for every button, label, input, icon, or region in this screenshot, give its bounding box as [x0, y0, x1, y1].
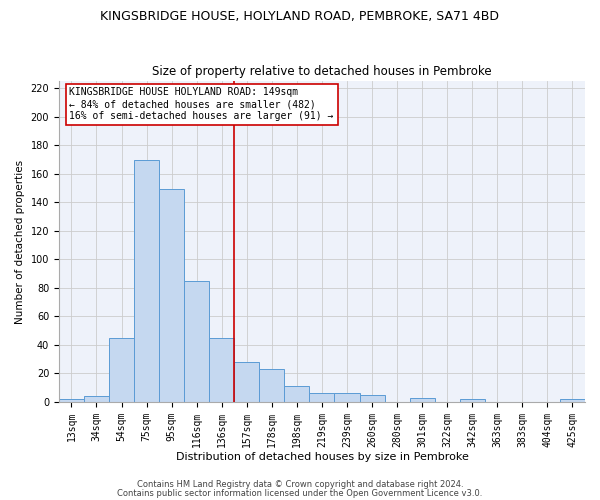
Bar [234, 362, 259, 402]
Text: Contains public sector information licensed under the Open Government Licence v3: Contains public sector information licen… [118, 488, 482, 498]
Bar [460, 399, 485, 402]
Title: Size of property relative to detached houses in Pembroke: Size of property relative to detached ho… [152, 66, 492, 78]
Bar [410, 398, 434, 402]
Bar [84, 396, 109, 402]
Bar [209, 338, 234, 402]
Bar [284, 386, 310, 402]
Bar [359, 395, 385, 402]
X-axis label: Distribution of detached houses by size in Pembroke: Distribution of detached houses by size … [176, 452, 469, 462]
Bar [134, 160, 159, 402]
Bar [159, 190, 184, 402]
Bar [184, 280, 209, 402]
Bar [310, 394, 334, 402]
Bar [259, 369, 284, 402]
Bar [334, 394, 359, 402]
Text: KINGSBRIDGE HOUSE, HOLYLAND ROAD, PEMBROKE, SA71 4BD: KINGSBRIDGE HOUSE, HOLYLAND ROAD, PEMBRO… [101, 10, 499, 23]
Y-axis label: Number of detached properties: Number of detached properties [15, 160, 25, 324]
Bar [59, 399, 84, 402]
Bar [109, 338, 134, 402]
Text: Contains HM Land Registry data © Crown copyright and database right 2024.: Contains HM Land Registry data © Crown c… [137, 480, 463, 489]
Text: KINGSBRIDGE HOUSE HOLYLAND ROAD: 149sqm
← 84% of detached houses are smaller (48: KINGSBRIDGE HOUSE HOLYLAND ROAD: 149sqm … [70, 88, 334, 120]
Bar [560, 399, 585, 402]
